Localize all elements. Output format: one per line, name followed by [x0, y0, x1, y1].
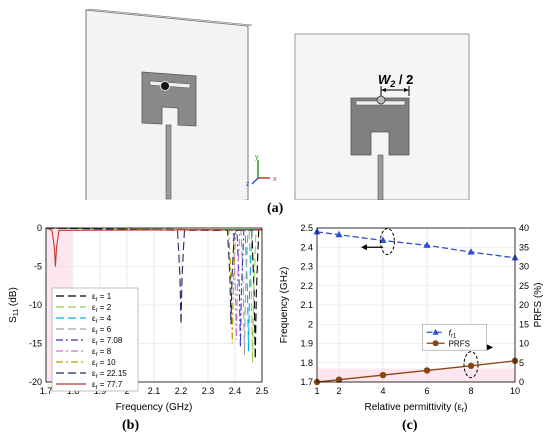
dimension-label: W2 / 2	[378, 72, 413, 89]
legend-entry-b: εr = 1	[92, 292, 112, 303]
legend-entry-b: εr = 2	[92, 303, 112, 314]
x-axis-label-b: Frequency (GHz)	[116, 402, 193, 413]
y-right-axis-label-c: PRFS (%)	[533, 283, 544, 328]
y-left-tick-label-c: 1.8	[300, 358, 313, 368]
legend-entry-b: εr = 8	[92, 347, 112, 358]
y-right-tick-label-c: 35	[519, 242, 529, 252]
x-tick-label-b: 2.4	[229, 386, 242, 396]
y-tick-label-b: -20	[29, 377, 42, 387]
y-left-tick-label-c: 2.5	[300, 223, 313, 233]
legend-marker-frequency	[432, 328, 439, 335]
antenna-diagram: y x z W2 / 2	[85, 8, 470, 200]
data-point-frequency	[423, 241, 431, 248]
feed-line-perspective	[165, 124, 172, 200]
y-right-tick-label-c: 20	[519, 300, 529, 310]
y-left-tick-label-c: 2.3	[300, 262, 313, 272]
y-tick-label-b: -15	[29, 339, 42, 349]
legend-box-c	[422, 323, 487, 351]
y-axis-label-b: S11 (dB)	[8, 287, 20, 323]
x-tick-label-b: 2.1	[148, 386, 161, 396]
legend-entry-b: εr = 7.08	[92, 336, 123, 347]
y-right-tick-label-c: 15	[519, 319, 529, 329]
annotation-arrowhead-left	[361, 244, 367, 251]
legend-marker-prfs	[432, 340, 439, 347]
y-left-tick-label-c: 2.2	[300, 281, 313, 291]
y-tick-label-b: -5	[34, 262, 42, 272]
series-line-b	[45, 227, 263, 325]
y-left-tick-label-c: 1.9	[300, 339, 313, 349]
slot-perspective	[149, 80, 191, 89]
feed-line-front	[377, 154, 384, 200]
x-tick-label-c: 6	[424, 386, 429, 396]
panel-label-a: (a)	[267, 201, 284, 216]
data-point-frequency	[379, 236, 387, 244]
plot-frame-b	[45, 227, 263, 383]
x-tick-label-c: 10	[510, 386, 520, 396]
x-tick-label-c: 4	[380, 386, 385, 396]
legend-entry-b: εr = 22.15	[92, 369, 127, 380]
series-line-b	[45, 227, 263, 267]
axis-x-label: x	[273, 176, 277, 183]
legend-entry-b: εr = 4	[92, 314, 112, 325]
axis-z-label: z	[246, 181, 250, 188]
series-line-c	[316, 231, 516, 259]
x-tick-label-b: 1.7	[40, 386, 53, 396]
axis-z-line	[251, 177, 259, 185]
legend-entry-c: PRFS	[449, 339, 470, 348]
legend-entry-b: εr = 77.7	[92, 380, 123, 391]
x-tick-label-b: 2.2	[175, 386, 188, 396]
x-tick-label-b: 2.5	[256, 386, 269, 396]
annotation-ellipse-frequency	[379, 227, 395, 255]
axis-y-label: y	[255, 154, 259, 161]
data-point-frequency	[335, 230, 343, 238]
x-tick-label-b: 2.3	[202, 386, 215, 396]
y-right-tick-label-c: 40	[519, 223, 529, 233]
panel-label-c: (c)	[402, 418, 418, 433]
x-axis-label-c: Relative permittivity (εr)	[365, 402, 468, 414]
y-tick-label-b: -10	[29, 300, 42, 310]
y-right-tick-label-c: 30	[519, 262, 529, 272]
data-point-prfs	[467, 362, 475, 370]
y-right-tick-label-c: 0	[519, 377, 524, 387]
data-point-prfs	[379, 371, 387, 379]
y-left-tick-label-c: 2.1	[300, 300, 313, 310]
y-tick-label-b: 0	[37, 223, 42, 233]
y-left-axis-label-c: Frequency (GHz)	[279, 267, 290, 344]
data-point-prfs	[423, 367, 431, 374]
legend-entry-b: εr = 6	[92, 325, 112, 336]
feed-point-front	[376, 95, 386, 105]
ground-plate-edge	[85, 8, 253, 27]
x-tick-label-c: 2	[336, 386, 341, 396]
patch-front	[350, 97, 410, 156]
x-tick-label-c: 8	[468, 386, 473, 396]
y-left-tick-label-c: 2.4	[300, 242, 313, 252]
legend-entry-c: fr1	[449, 328, 457, 339]
plot-frame-c	[316, 227, 516, 383]
data-point-prfs	[335, 376, 343, 383]
feed-point-perspective	[160, 81, 170, 91]
frequency-prfs-chart: 1 2 4 6 8 10 1.7 1.8 1.9 2 2.1 2.2 2.3 2.4 2.5 0 5 10 15 20…	[279, 223, 544, 414]
y-right-tick-label-c: 10	[519, 339, 529, 349]
dimension-arrow-right	[404, 88, 409, 92]
y-right-tick-label-c: 25	[519, 281, 529, 291]
data-point-frequency	[467, 248, 475, 255]
panel-label-b: (b)	[122, 418, 140, 433]
y-left-tick-label-c: 2	[308, 319, 313, 329]
dimension-arrow-left	[381, 88, 386, 92]
y-left-tick-label-c: 1.7	[300, 377, 313, 387]
legend-entry-b: εr = 10	[92, 358, 116, 369]
annotation-arrowhead-right	[487, 344, 493, 351]
highlight-band-c	[317, 368, 515, 382]
y-right-tick-label-c: 5	[519, 358, 524, 368]
s11-chart: 1.71.81.922.12.22.32.42.50-5-10-15-20εr …	[8, 223, 269, 413]
x-tick-label-c: 1	[314, 386, 319, 396]
